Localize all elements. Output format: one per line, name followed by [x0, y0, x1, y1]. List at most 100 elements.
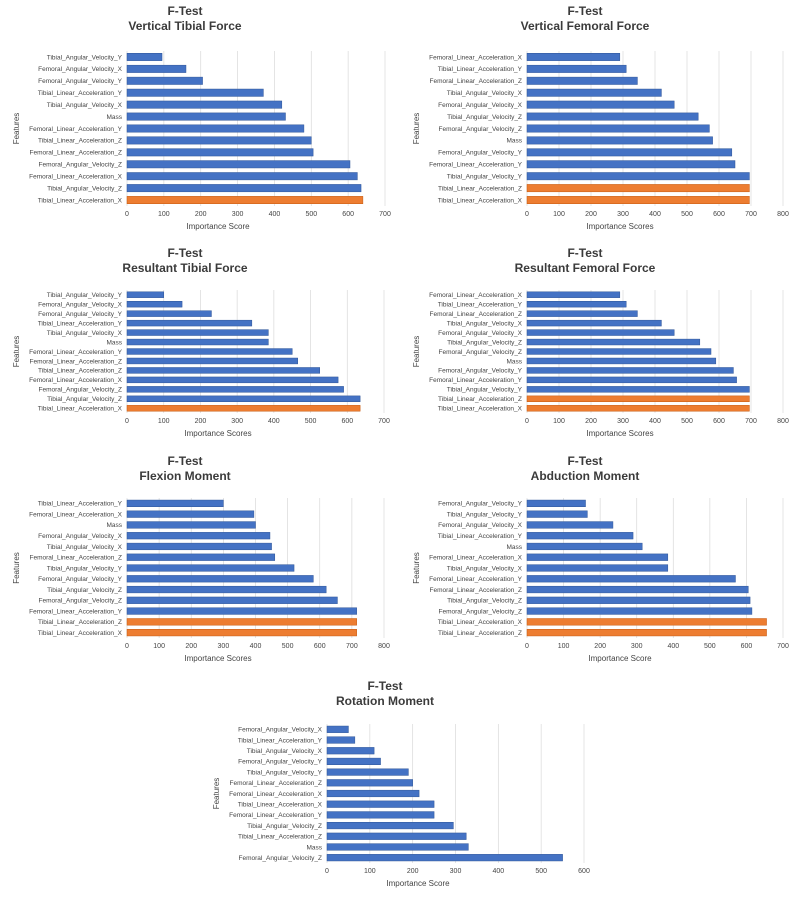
x-tick-label: 300 — [631, 643, 643, 650]
category-label: Tibial_Linear_Acceleration_Y — [438, 533, 523, 540]
category-label: Femoral_Linear_Acceleration_Z — [30, 555, 123, 562]
category-label: Femoral_Angular_Velocity_X — [438, 330, 522, 337]
category-label: Femoral_Linear_Acceleration_X — [229, 791, 323, 798]
x-tick-label: 0 — [525, 418, 529, 425]
category-label: Tibial_Linear_Acceleration_Z — [38, 368, 122, 375]
category-label: Tibial_Angular_Velocity_Z — [47, 587, 122, 594]
x-tick-label: 800 — [777, 418, 789, 425]
x-tick-label: 200 — [585, 418, 597, 425]
category-label: Tibial_Angular_Velocity_X — [447, 90, 523, 97]
x-tick-label: 300 — [232, 211, 244, 218]
x-tick-label: 500 — [681, 418, 693, 425]
chart-subtitle: Rotation Moment — [336, 694, 434, 708]
x-tick-label: 400 — [649, 211, 661, 218]
category-label: Mass — [506, 358, 522, 365]
bar-tibial-linear-acceleration-z — [526, 629, 767, 637]
category-label: Tibial_Linear_Acceleration_Z — [438, 185, 522, 192]
category-label: Femoral_Linear_Acceleration_X — [429, 555, 523, 562]
category-label: Mass — [506, 544, 522, 551]
bar-femoral-angular-velocity-z — [126, 160, 351, 169]
bar-femoral-linear-acceleration-x — [526, 553, 669, 561]
bar-femoral-linear-acceleration-z — [526, 310, 638, 317]
category-label: Tibial_Linear_Acceleration_Y — [438, 301, 523, 308]
category-label: Femoral_Angular_Velocity_Z — [39, 387, 122, 394]
category-label: Tibial_Linear_Acceleration_X — [38, 406, 123, 413]
bar-tibial-angular-velocity-x — [126, 100, 283, 109]
category-label: Femoral_Angular_Velocity_Z — [239, 855, 322, 862]
x-tick-label: 300 — [231, 418, 243, 425]
category-label: Tibial_Linear_Acceleration_Y — [438, 66, 523, 73]
category-label: Femoral_Linear_Acceleration_X — [429, 54, 523, 61]
category-label: Tibial_Linear_Acceleration_X — [438, 619, 523, 626]
x-tick-label: 200 — [195, 418, 207, 425]
bar-femoral-linear-acceleration-z — [126, 553, 276, 561]
bar-femoral-linear-acceleration-y — [126, 124, 305, 133]
category-label: Tibial_Angular_Velocity_X — [247, 748, 323, 755]
bar-tibial-angular-velocity-z — [526, 338, 701, 346]
category-label: Tibial_Angular_Velocity_Y — [447, 511, 523, 518]
category-label: Tibial_Angular_Velocity_Z — [247, 823, 322, 830]
chart-subtitle: Vertical Femoral Force — [521, 19, 650, 33]
category-label: Tibial_Linear_Acceleration_Z — [38, 138, 122, 145]
chart-title: F-Test — [367, 679, 402, 693]
bar-femoral-linear-acceleration-y — [526, 160, 736, 169]
bar-tibial-linear-acceleration-z — [126, 136, 312, 145]
chart-title: F-Test — [167, 4, 202, 18]
y-axis-title: Features — [12, 113, 21, 145]
x-tick-label: 600 — [341, 418, 353, 425]
bar-tibial-linear-acceleration-y — [126, 88, 264, 97]
x-tick-label: 400 — [667, 643, 679, 650]
category-label: Tibial_Linear_Acceleration_Y — [238, 737, 323, 744]
category-label: Femoral_Angular_Velocity_X — [438, 102, 522, 109]
x-tick-label: 400 — [649, 418, 661, 425]
chart-subtitle: Flexion Moment — [139, 469, 230, 483]
bar-femoral-angular-velocity-z — [126, 386, 344, 393]
bar-femoral-linear-acceleration-x — [526, 291, 621, 298]
category-label: Femoral_Angular_Velocity_Y — [38, 311, 122, 318]
category-label: Femoral_Linear_Acceleration_X — [429, 292, 523, 299]
category-label: Femoral_Angular_Velocity_X — [38, 301, 122, 308]
bar-tibial-angular-velocity-y — [526, 386, 750, 393]
category-label: Mass — [106, 339, 122, 346]
bar-femoral-angular-velocity-y — [526, 499, 586, 507]
x-tick-label: 200 — [585, 211, 597, 218]
category-label: Femoral_Angular_Velocity_Y — [438, 501, 522, 508]
bar-femoral-linear-acceleration-y — [526, 575, 736, 583]
category-label: Femoral_Linear_Acceleration_Z — [430, 311, 523, 318]
bar-femoral-angular-velocity-z — [526, 607, 753, 615]
x-tick-label: 300 — [218, 643, 230, 650]
bar-femoral-linear-acceleration-x — [526, 53, 621, 61]
category-label: Femoral_Angular_Velocity_X — [38, 533, 122, 540]
category-label: Femoral_Linear_Acceleration_Y — [29, 349, 123, 356]
x-tick-label: 600 — [314, 643, 326, 650]
y-axis-title: Features — [412, 113, 421, 145]
category-label: Femoral_Linear_Acceleration_X — [29, 377, 123, 384]
bar-femoral-angular-velocity-y — [126, 310, 212, 317]
category-label: Tibial_Angular_Velocity_Y — [447, 173, 523, 180]
bar-femoral-linear-acceleration-z — [326, 779, 413, 787]
y-axis-title: Features — [412, 552, 421, 584]
bar-tibial-angular-velocity-x — [526, 88, 662, 97]
bar-femoral-angular-velocity-z — [126, 596, 338, 604]
category-label: Femoral_Angular_Velocity_Z — [39, 598, 122, 605]
bar-tibial-linear-acceleration-y — [526, 64, 627, 73]
x-tick-label: 500 — [282, 643, 294, 650]
x-tick-label: 500 — [305, 211, 317, 218]
x-tick-label: 700 — [346, 643, 358, 650]
x-tick-label: 700 — [745, 211, 757, 218]
bar-femoral-angular-velocity-x — [526, 329, 675, 336]
category-label: Femoral_Angular_Velocity_Z — [439, 349, 522, 356]
category-label: Tibial_Linear_Acceleration_X — [38, 630, 123, 637]
x-tick-label: 800 — [378, 643, 390, 650]
category-label: Femoral_Linear_Acceleration_Z — [30, 358, 123, 365]
bar-tibial-linear-acceleration-y — [126, 319, 253, 327]
bar-femoral-angular-velocity-x — [126, 64, 187, 73]
x-tick-label: 500 — [305, 418, 317, 425]
bar-femoral-linear-acceleration-y — [526, 376, 737, 384]
category-label: Femoral_Linear_Acceleration_Y — [29, 608, 123, 615]
category-label: Femoral_Linear_Acceleration_Y — [429, 377, 523, 384]
category-label: Tibial_Angular_Velocity_Y — [447, 387, 523, 394]
